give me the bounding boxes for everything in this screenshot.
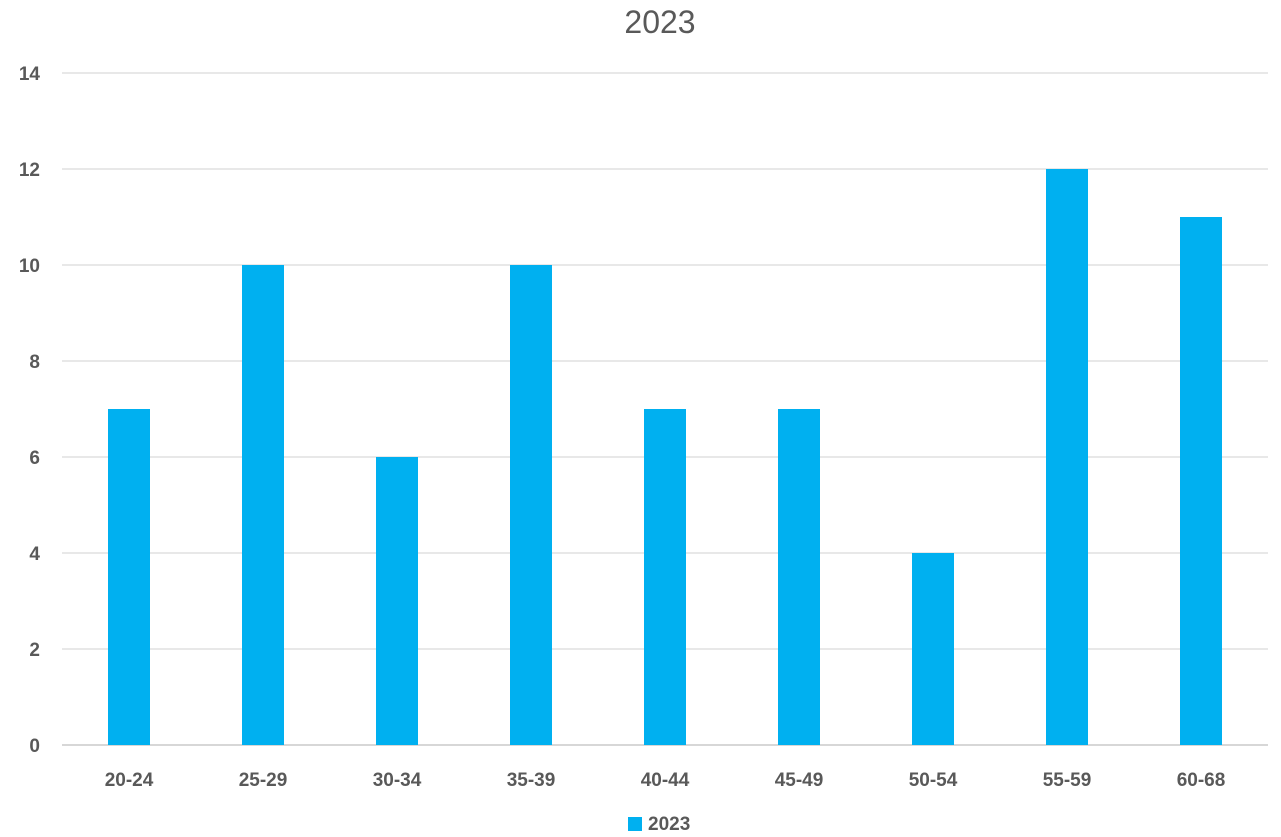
x-tick-label: 50-54 (909, 770, 958, 791)
bars (108, 169, 1222, 745)
y-tick-label: 14 (19, 64, 41, 85)
x-tick-label: 60-68 (1177, 770, 1226, 791)
x-axis-ticks: 20-24 25-29 30-34 35-39 40-44 45-49 50-54 55-59… (105, 770, 1226, 791)
y-axis-ticks: 0 2 4 6 8 10 12 14 (19, 64, 41, 757)
x-tick-label: 35-39 (507, 770, 556, 791)
x-tick-label: 40-44 (641, 770, 690, 791)
legend-label-2023: 2023 (648, 814, 690, 835)
y-tick-label: 0 (29, 736, 40, 757)
x-tick-label: 45-49 (775, 770, 824, 791)
bar-35-39 (510, 265, 552, 745)
legend: 2023 (628, 814, 690, 835)
bar-20-24 (108, 409, 150, 745)
x-tick-label: 20-24 (105, 770, 154, 791)
bar-25-29 (242, 265, 284, 745)
y-tick-label: 4 (29, 544, 40, 565)
bar-55-59 (1046, 169, 1088, 745)
y-tick-label: 8 (29, 352, 40, 373)
bar-40-44 (644, 409, 686, 745)
legend-swatch-2023 (628, 817, 642, 831)
y-tick-label: 10 (19, 256, 40, 277)
x-tick-label: 25-29 (239, 770, 288, 791)
x-tick-label: 30-34 (373, 770, 422, 791)
y-tick-label: 12 (19, 160, 40, 181)
bar-45-49 (778, 409, 820, 745)
y-tick-label: 2 (29, 640, 40, 661)
bar-30-34 (376, 457, 418, 745)
x-tick-label: 55-59 (1043, 770, 1092, 791)
y-tick-label: 6 (29, 448, 40, 469)
bar-50-54 (912, 553, 954, 745)
chart-title: 2023 (624, 4, 695, 40)
bar-60-68 (1180, 217, 1222, 745)
